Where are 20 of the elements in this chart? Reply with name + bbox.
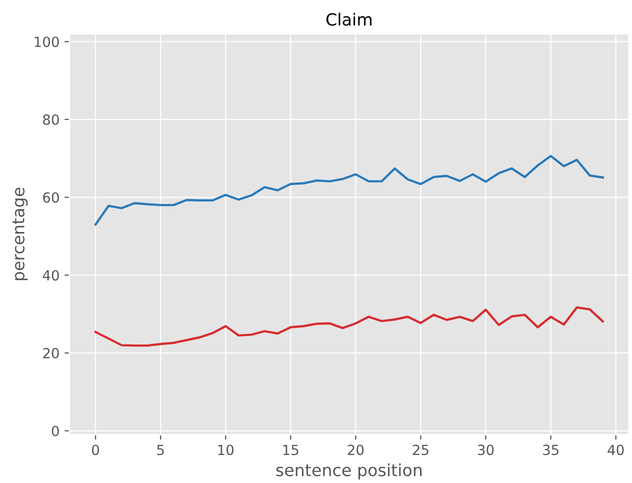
line-series bbox=[94, 154, 604, 226]
x-tick-label: 25 bbox=[412, 444, 428, 456]
x-tick-label: 10 bbox=[218, 444, 234, 456]
y-tick-label: 80 bbox=[43, 114, 59, 125]
x-tick-label: 5 bbox=[157, 444, 164, 456]
x-tick-label: 35 bbox=[543, 444, 558, 456]
y-tick-label: 100 bbox=[34, 36, 59, 48]
y-tick-label: 40 bbox=[42, 270, 59, 281]
line-series bbox=[94, 306, 604, 347]
x-tick-label: 0 bbox=[92, 444, 100, 456]
y-tick-label: 0 bbox=[52, 426, 59, 436]
x-axis-title: sentence position bbox=[276, 463, 422, 480]
x-tick-label: 30 bbox=[478, 444, 494, 456]
x-tick-label: 15 bbox=[283, 444, 298, 456]
x-tick-label: 40 bbox=[608, 444, 624, 456]
x-tick-label: 20 bbox=[348, 444, 364, 456]
y-axis-title: percentage bbox=[12, 188, 28, 280]
y-tick-label: 20 bbox=[43, 348, 59, 358]
y-tick-label: 60 bbox=[43, 192, 59, 203]
chart-title: Claim bbox=[326, 12, 372, 26]
